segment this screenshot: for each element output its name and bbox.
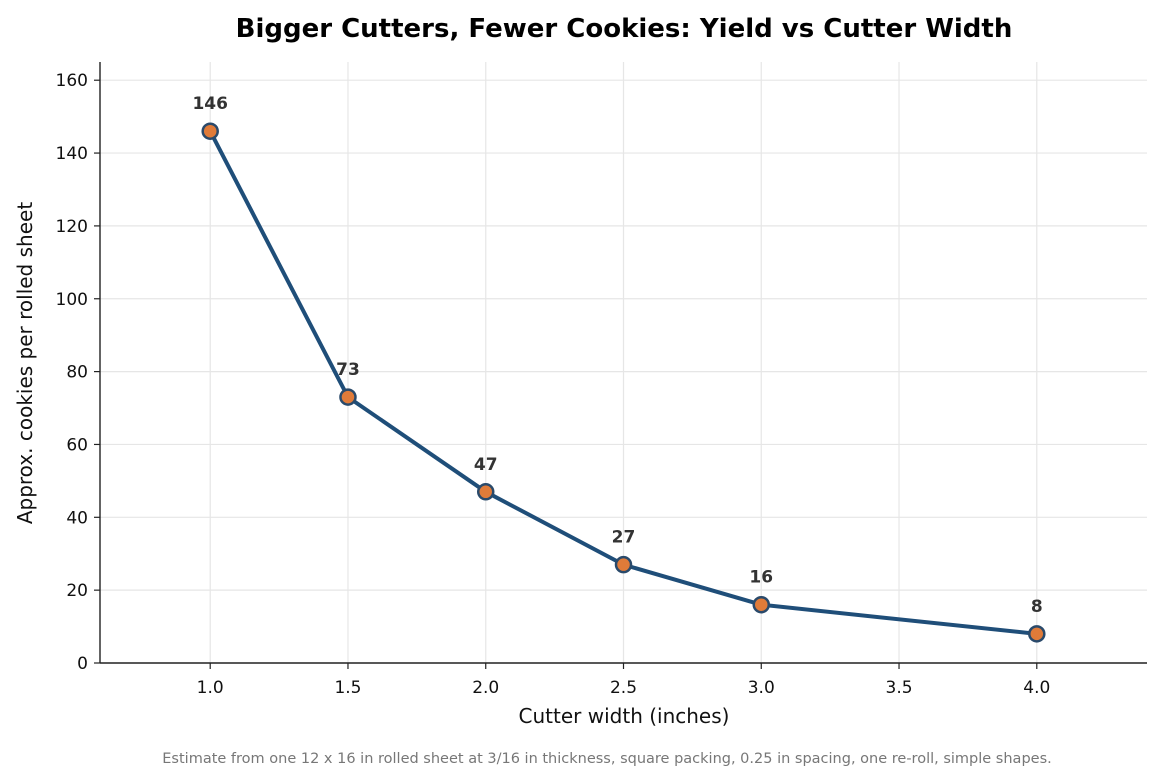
series-layer [201,122,1046,643]
data-label-0-2: 47 [474,455,498,475]
y-tick-label-7: 140 [56,144,88,164]
y-tick-label-1: 20 [66,581,88,601]
x-tick-label-1: 1.5 [334,678,361,698]
y-tick-label-2: 40 [66,508,88,528]
x-axis-label: Cutter width (inches) [519,704,730,728]
data-label-0-0: 146 [192,94,228,114]
chart-footnote: Estimate from one 12 x 16 in rolled shee… [162,751,1051,767]
data-point-0-5 [1028,625,1046,643]
grid-layer [100,62,1147,664]
series-line-0 [208,129,1039,636]
y-tick-label-6: 120 [56,217,88,237]
y-tick-label-4: 80 [66,363,88,383]
data-label-0-1: 73 [336,360,360,380]
data-point-0-2 [476,483,495,501]
x-tick-label-4: 3.0 [748,678,775,698]
ticks-layer: 1.0 1.5 2.0 2.5 3.0 3.5 4.0 0 20 40 60 80 100 120 140 1… [56,71,1051,698]
data-labels-layer: 146 73 47 27 16 8 [192,94,1042,617]
y-tick-label-3: 60 [66,435,88,455]
x-tick-label-5: 3.5 [886,678,913,698]
x-tick-label-2: 2.0 [472,678,499,698]
data-point-0-4 [752,595,771,614]
y-tick-label-0: 0 [77,654,88,674]
y-axis-label: Approx. cookies per rolled sheet [13,202,37,524]
y-tick-label-8: 160 [56,71,88,91]
data-point-0-1 [339,388,357,406]
data-label-0-5: 8 [1031,597,1043,617]
data-label-0-4: 16 [749,568,773,588]
x-tick-label-3: 2.5 [610,678,637,698]
data-point-0-0 [201,122,219,140]
x-tick-label-6: 4.0 [1023,678,1050,698]
data-point-0-3 [614,555,633,574]
chart-title: Bigger Cutters, Fewer Cookies: Yield vs … [236,14,1013,44]
x-tick-label-0: 1.0 [197,678,224,698]
y-tick-label-5: 100 [56,290,88,310]
data-label-0-3: 27 [612,528,636,548]
